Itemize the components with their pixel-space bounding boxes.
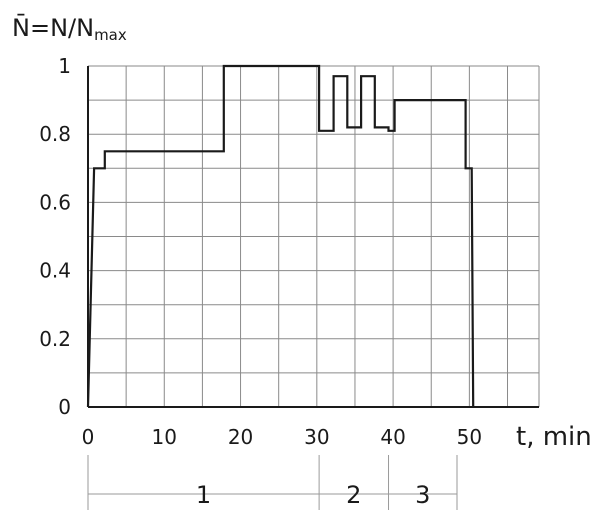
x-tick-label: 0 [82, 425, 95, 449]
x-tick-label: 50 [457, 425, 482, 449]
x-tick-label: 40 [380, 425, 405, 449]
x-tick-label: 20 [228, 425, 253, 449]
y-tick-label: 0 [58, 395, 71, 419]
x-axis-label: t, min [516, 422, 592, 452]
axes [87, 66, 539, 408]
stage-label: 3 [415, 481, 430, 509]
grid [88, 65, 540, 407]
y-axis-label-subscript: max [94, 26, 127, 44]
data-series [86, 64, 475, 408]
y-tick-label: 1 [58, 54, 71, 78]
y-tick-label: 0.6 [39, 190, 71, 214]
x-tick-label: 10 [152, 425, 177, 449]
stage-label: 2 [346, 481, 361, 509]
y-tick-label: 0.4 [39, 259, 71, 283]
stage-bar: 1 2 3 [87, 455, 458, 510]
y-tick-label: 0.8 [39, 122, 71, 146]
tick-labels: 0 10 20 30 40 50 0 0.2 0.4 0.6 0.8 1 [39, 54, 482, 449]
y-axis-label-main: N̄=N/N [12, 13, 94, 42]
y-tick-label: 0.2 [39, 327, 71, 351]
series-line [86, 64, 475, 408]
x-tick-label: 30 [304, 425, 329, 449]
stage-label: 1 [196, 481, 211, 509]
y-axis-label: N̄=N/Nmax [12, 13, 127, 44]
